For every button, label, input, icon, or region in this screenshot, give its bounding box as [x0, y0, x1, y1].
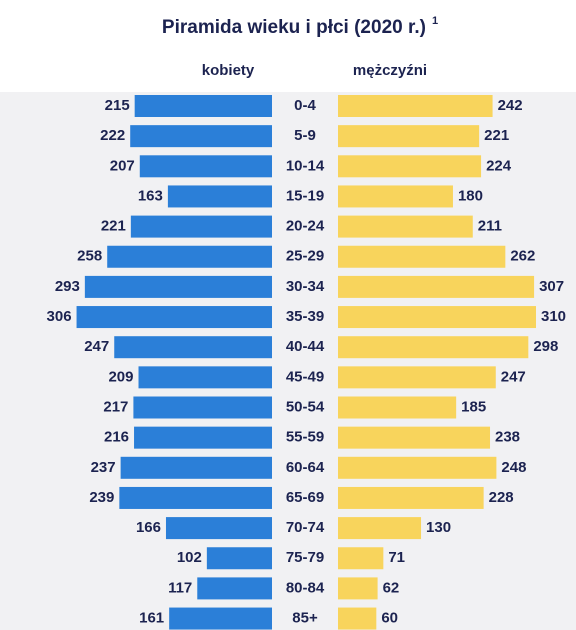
plot-background	[0, 92, 576, 630]
category-label: 25-29	[286, 248, 324, 265]
value-label: 224	[486, 157, 512, 174]
value-label: 238	[495, 429, 520, 446]
value-label: 242	[498, 97, 523, 114]
value-label: 217	[103, 398, 128, 415]
category-label: 30-34	[286, 278, 325, 295]
value-label: 293	[55, 278, 80, 295]
bar	[338, 306, 536, 329]
bar	[338, 245, 506, 268]
value-label: 185	[461, 398, 486, 415]
bar	[338, 185, 453, 208]
category-label: 0-4	[294, 97, 316, 114]
legend-label: kobiety	[202, 62, 255, 79]
bar	[338, 517, 422, 540]
value-label: 298	[533, 338, 558, 355]
bar	[133, 396, 272, 419]
category-label: 15-19	[286, 187, 324, 204]
value-label: 62	[383, 579, 400, 596]
bar	[338, 456, 497, 479]
bar	[139, 155, 272, 178]
bar	[197, 577, 272, 600]
category-label: 5-9	[294, 127, 316, 144]
value-label: 163	[138, 187, 163, 204]
bar	[165, 517, 272, 540]
category-label: 80-84	[286, 579, 325, 596]
bar	[134, 426, 272, 449]
bar	[338, 366, 496, 389]
value-label: 310	[541, 308, 566, 325]
value-label: 221	[101, 218, 126, 235]
bar	[206, 547, 272, 570]
chart-title: Piramida wieku i płci (2020 r.) 1	[162, 15, 438, 38]
bar	[76, 306, 272, 329]
bar	[120, 456, 272, 479]
bar	[107, 245, 272, 268]
value-label: 166	[136, 519, 161, 536]
category-label: 50-54	[286, 398, 325, 415]
bar	[338, 607, 377, 630]
value-label: 207	[110, 157, 135, 174]
category-label: 45-49	[286, 368, 324, 385]
value-label: 117	[168, 579, 192, 596]
value-label: 237	[91, 459, 116, 476]
value-label: 161	[139, 610, 164, 627]
category-label: 85+	[292, 610, 318, 627]
category-label: 65-69	[286, 489, 324, 506]
title-text: Piramida wieku i płci (2020 r.)	[162, 17, 426, 38]
bar	[114, 336, 272, 359]
value-label: 215	[105, 97, 130, 114]
category-label: 60-64	[286, 459, 325, 476]
value-label: 211	[478, 218, 502, 235]
bar	[130, 215, 272, 238]
bar	[169, 607, 272, 630]
category-label: 55-59	[286, 429, 324, 446]
value-label: 209	[108, 368, 133, 385]
value-label: 307	[539, 278, 564, 295]
category-label: 75-79	[286, 549, 324, 566]
value-label: 216	[104, 429, 129, 446]
bar	[338, 577, 378, 600]
bar	[84, 275, 272, 298]
value-label: 239	[89, 489, 114, 506]
category-label: 40-44	[286, 338, 325, 355]
value-label: 180	[458, 187, 483, 204]
category-label: 10-14	[286, 157, 325, 174]
bar	[338, 275, 535, 298]
value-label: 262	[510, 248, 535, 265]
bar	[338, 426, 491, 449]
bar	[338, 95, 493, 117]
bar	[338, 155, 482, 178]
legend-label: mężczyźni	[353, 62, 427, 79]
value-label: 228	[489, 489, 514, 506]
value-label: 221	[484, 127, 509, 144]
bar	[138, 366, 272, 389]
value-label: 130	[426, 519, 451, 536]
bar	[338, 215, 473, 238]
bar	[167, 185, 272, 208]
bar	[130, 125, 272, 148]
category-label: 20-24	[286, 218, 325, 235]
value-label: 60	[381, 610, 398, 627]
bar	[338, 125, 480, 148]
bar	[134, 95, 272, 117]
bar	[338, 396, 457, 419]
bar	[119, 486, 272, 509]
value-label: 222	[100, 127, 125, 144]
value-label: 306	[47, 308, 72, 325]
bar	[338, 547, 384, 570]
value-label: 247	[501, 368, 526, 385]
value-label: 248	[501, 459, 526, 476]
category-label: 70-74	[286, 519, 325, 536]
value-label: 247	[84, 338, 109, 355]
bar	[338, 486, 484, 509]
value-label: 102	[177, 549, 202, 566]
bar	[338, 336, 529, 359]
value-label: 71	[388, 549, 405, 566]
value-label: 258	[77, 248, 102, 265]
category-label: 35-39	[286, 308, 324, 325]
title-superscript: 1	[432, 15, 438, 27]
